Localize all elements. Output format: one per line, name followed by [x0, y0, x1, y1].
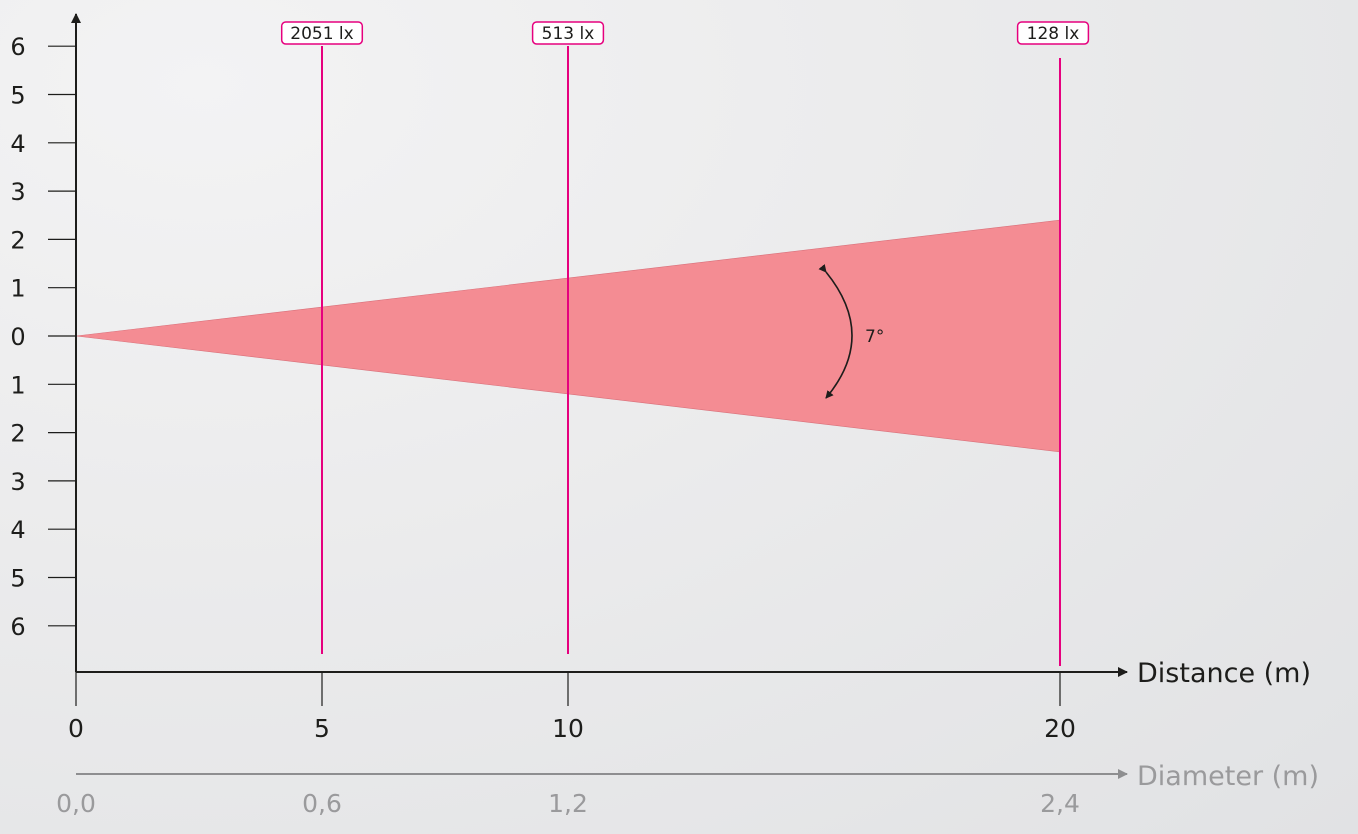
illuminance-badge — [1016, 21, 1090, 45]
x-tick-label: 20 — [1044, 714, 1076, 743]
illuminance-badge — [531, 21, 605, 45]
x-tick-label: 5 — [314, 714, 330, 743]
diameter-axis-title: Diameter (m) — [1137, 761, 1319, 792]
y-tick-label: 1 — [10, 275, 25, 303]
y-tick-label: 4 — [10, 130, 25, 158]
y-tick-label: 0 — [10, 323, 25, 351]
x-axis-title: Distance (m) — [1137, 658, 1311, 689]
diameter-tick-label: 0,6 — [302, 789, 342, 818]
diameter-tick-label: 2,4 — [1040, 789, 1080, 818]
y-tick-label: 2 — [10, 420, 25, 448]
y-tick-label: 1 — [10, 371, 25, 399]
beam-angle-label: 7° — [865, 327, 884, 347]
y-tick-label: 6 — [10, 613, 25, 641]
x-tick-label: 0 — [68, 714, 84, 743]
diameter-tick-label: 0,0 — [56, 789, 96, 818]
y-tick-label: 4 — [10, 516, 25, 544]
y-tick-label: 3 — [10, 468, 25, 496]
x-tick-label: 10 — [552, 714, 584, 743]
illuminance-badge — [280, 21, 364, 45]
angle-arc — [818, 264, 853, 399]
y-tick-label: 5 — [10, 565, 25, 593]
y-tick-label: 6 — [10, 33, 25, 61]
y-tick-label: 3 — [10, 178, 25, 206]
illuminance-label: 513 lx — [542, 24, 595, 44]
y-tick-label: 2 — [10, 226, 25, 254]
y-tick-label: 5 — [10, 82, 25, 110]
illuminance-label: 128 lx — [1027, 24, 1080, 44]
diameter-tick-label: 1,2 — [548, 789, 588, 818]
illuminance-label: 2051 lx — [290, 24, 353, 44]
